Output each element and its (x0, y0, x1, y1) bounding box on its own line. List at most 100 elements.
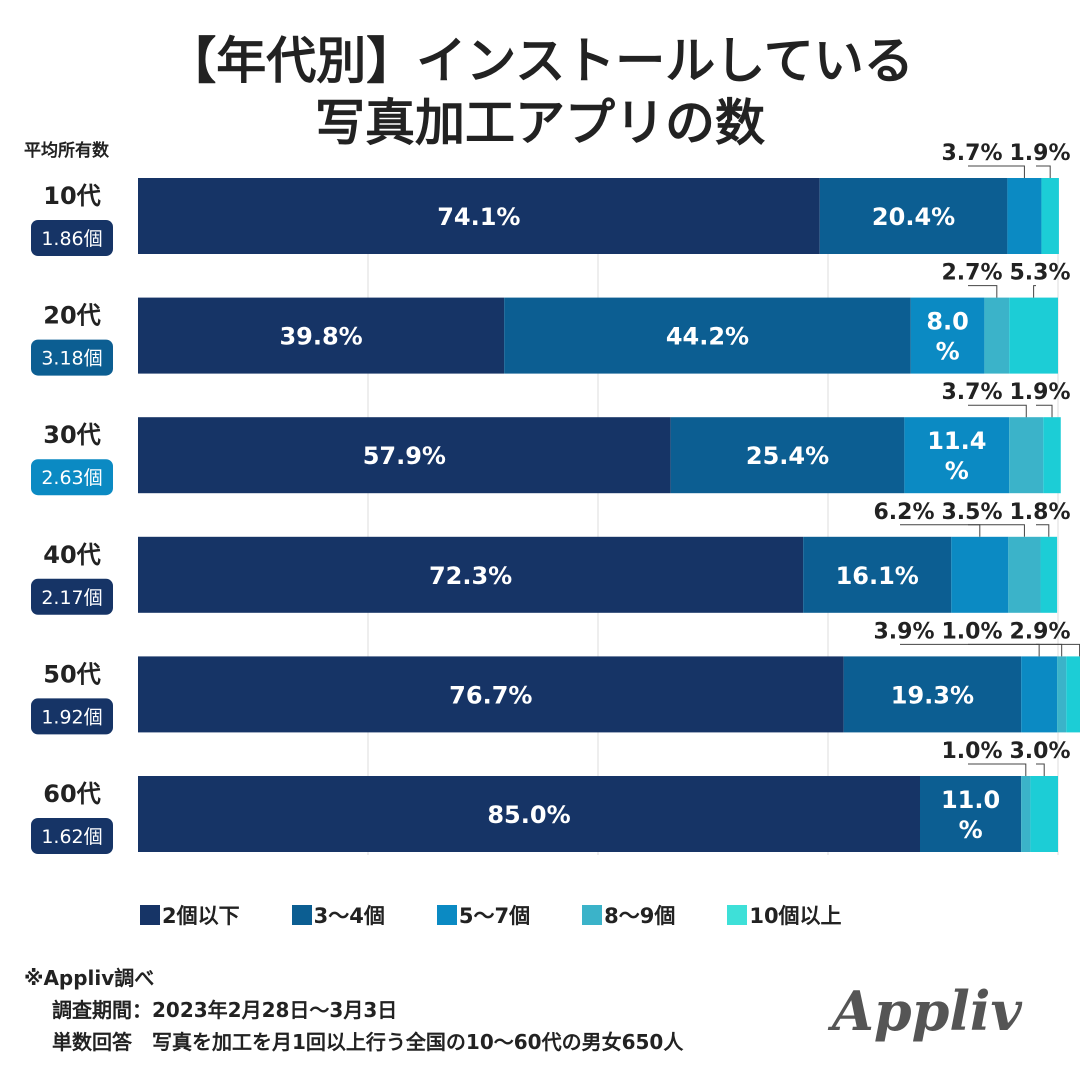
data-label-outside: 3.0% (1009, 739, 1070, 764)
average-badge (31, 459, 113, 496)
category-label: 10代 (43, 182, 100, 210)
average-badge (31, 818, 113, 854)
legend-label: 2個以下 (162, 904, 240, 928)
legend: 2個以下 3〜4個 5〜7個 8〜9個 10個以上 (140, 900, 842, 930)
bar-segment (984, 297, 1010, 374)
leader-line (968, 643, 1063, 657)
bar-segment (138, 536, 804, 613)
data-label-outside: 1.9% (1009, 380, 1070, 405)
chart-title: 【年代別】インストールしている 写真加工アプリの数 (0, 30, 1080, 154)
chart-title-line1: 【年代別】インストールしている (166, 32, 914, 90)
bar-segment (138, 776, 920, 852)
bar-segment (504, 297, 911, 374)
bar-segment (138, 178, 820, 254)
data-label: 11.0 (941, 786, 1000, 814)
appliv-logo-text: Appliv (827, 979, 1022, 1043)
bar-segment (138, 656, 844, 733)
data-label: 11.4 (927, 427, 986, 455)
bar-segment (1041, 178, 1059, 254)
bar-segment (920, 776, 1022, 852)
bar-segment (1057, 656, 1067, 733)
data-label-outside: 2.9% (1009, 619, 1070, 644)
data-label-outside: 5.3% (1009, 261, 1070, 286)
category-label: 30代 (43, 421, 100, 449)
bar-segment (1008, 536, 1041, 613)
legend-label: 10個以上 (749, 904, 842, 928)
data-label-outside: 6.2% (873, 500, 934, 525)
data-label: 25.4% (746, 442, 829, 470)
leader-line (968, 404, 1027, 418)
legend-item-10-or-more: 10個以上 (727, 900, 842, 930)
data-label-outside: 3.5% (941, 500, 1002, 525)
bar-segment (951, 536, 1009, 613)
average-badge-label: 1.92個 (41, 706, 102, 728)
data-label: % (959, 816, 983, 844)
bar-segment (904, 417, 1010, 494)
bar-segment (910, 297, 985, 374)
legend-item-3-to-4: 3〜4個 (291, 900, 385, 930)
appliv-logo: Appliv (827, 979, 1022, 1043)
leader-line (1036, 165, 1051, 178)
data-label-outside: 3.7% (941, 380, 1002, 405)
source-note: ※Appliv調べ 調査期間：2023年2月28日〜3月3日 単数回答 写真を加… (24, 962, 683, 1058)
leader-line (900, 524, 981, 537)
data-label-outside: 1.9% (1009, 141, 1070, 166)
legend-item-2-or-less: 2個以下 (140, 900, 240, 930)
bar-segment (1021, 656, 1058, 733)
category-label: 20代 (43, 302, 100, 330)
data-label-outside: 2.7% (941, 261, 1002, 286)
data-label: 74.1% (437, 203, 520, 231)
legend-swatch (582, 905, 603, 925)
data-label: 44.2% (666, 323, 749, 351)
legend-swatch (291, 905, 312, 925)
average-badge-label: 2.17個 (41, 587, 102, 609)
data-label: 85.0% (487, 801, 570, 829)
bar-segment (1040, 536, 1058, 613)
leader-line (1033, 285, 1036, 298)
bar-segment (803, 536, 952, 613)
leader-line (968, 165, 1025, 178)
leader-line (968, 524, 1025, 537)
data-label: 20.4% (872, 203, 955, 231)
bar-segment (1043, 417, 1061, 494)
leader-line (968, 285, 998, 298)
source-line-3: 単数回答 写真を加工を月1回以上行う全国の10〜60代の男女650人 (52, 1030, 684, 1054)
leader-line (900, 643, 1040, 657)
average-badge-label: 2.63個 (41, 467, 102, 489)
source-line-2: 調査期間：2023年2月28日〜3月3日 (52, 998, 398, 1022)
bar-segment (670, 417, 905, 494)
bar-segment (1030, 776, 1058, 852)
category-label: 60代 (43, 780, 100, 808)
bar-segment (1021, 776, 1031, 852)
bar-segment (843, 656, 1022, 733)
legend-label: 3〜4個 (313, 904, 385, 928)
average-badge (31, 698, 113, 735)
data-label-outside: 3.7% (941, 141, 1002, 166)
stacked-bar-chart: 10代 1.86個 74.1% 20.4% 3.7% 1.9% 20代 3.18個 39.8% 4… (31, 141, 1080, 855)
bar-segment (1066, 656, 1080, 733)
data-label: 16.1% (836, 562, 919, 590)
bar-segment (1009, 297, 1058, 374)
data-label: 8.0 (926, 308, 969, 336)
bar-segment (138, 297, 505, 374)
average-badge-label: 3.18個 (41, 348, 102, 370)
leader-line (968, 763, 1027, 776)
source-line-1: ※Appliv調べ (24, 966, 155, 990)
bar-segment (819, 178, 1008, 254)
data-label: 76.7% (449, 681, 532, 709)
average-badge (31, 578, 113, 615)
leader-line (1036, 404, 1053, 418)
legend-swatch (140, 905, 160, 925)
average-badge (31, 339, 113, 376)
average-badge-label: 1.86個 (41, 228, 102, 250)
bar-segment (1007, 178, 1042, 254)
bar-segment (138, 417, 671, 494)
data-label: 19.3% (891, 681, 974, 709)
data-label: % (945, 457, 969, 485)
legend-item-5-to-7: 5〜7個 (436, 900, 530, 930)
chart-title-line2: 写真加工アプリの数 (315, 94, 765, 152)
leader-line (1036, 524, 1050, 537)
data-label-outside: 1.8% (1009, 500, 1070, 525)
average-count-header: 平均所有数 (24, 141, 109, 161)
legend-item-8-to-9: 8〜9個 (582, 900, 675, 930)
